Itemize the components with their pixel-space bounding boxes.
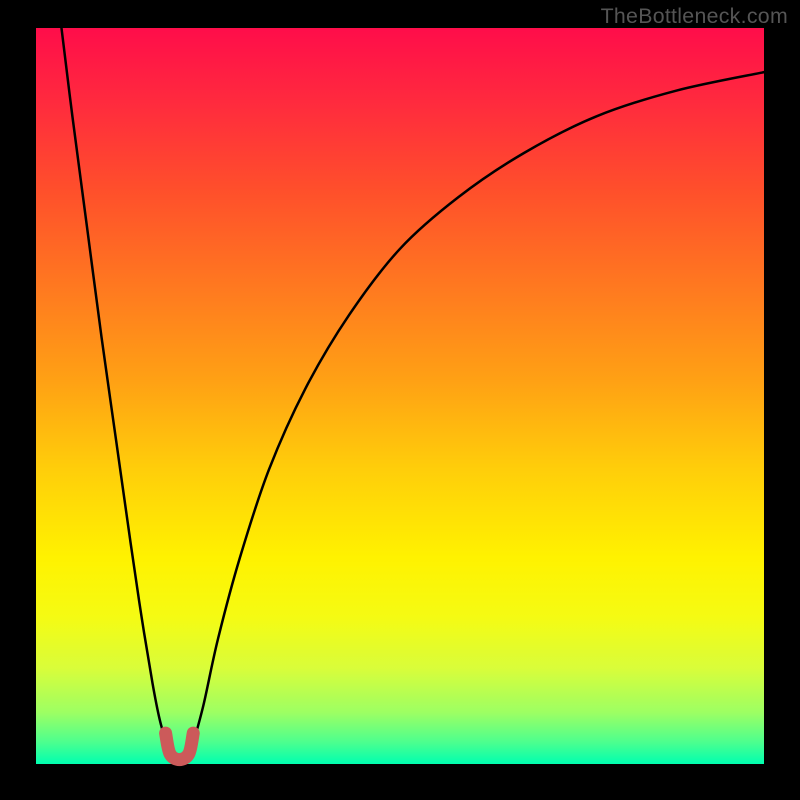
bottleneck-chart: [0, 0, 800, 800]
chart-container: TheBottleneck.com: [0, 0, 800, 800]
plot-background: [36, 28, 764, 764]
watermark-text: TheBottleneck.com: [601, 4, 788, 29]
